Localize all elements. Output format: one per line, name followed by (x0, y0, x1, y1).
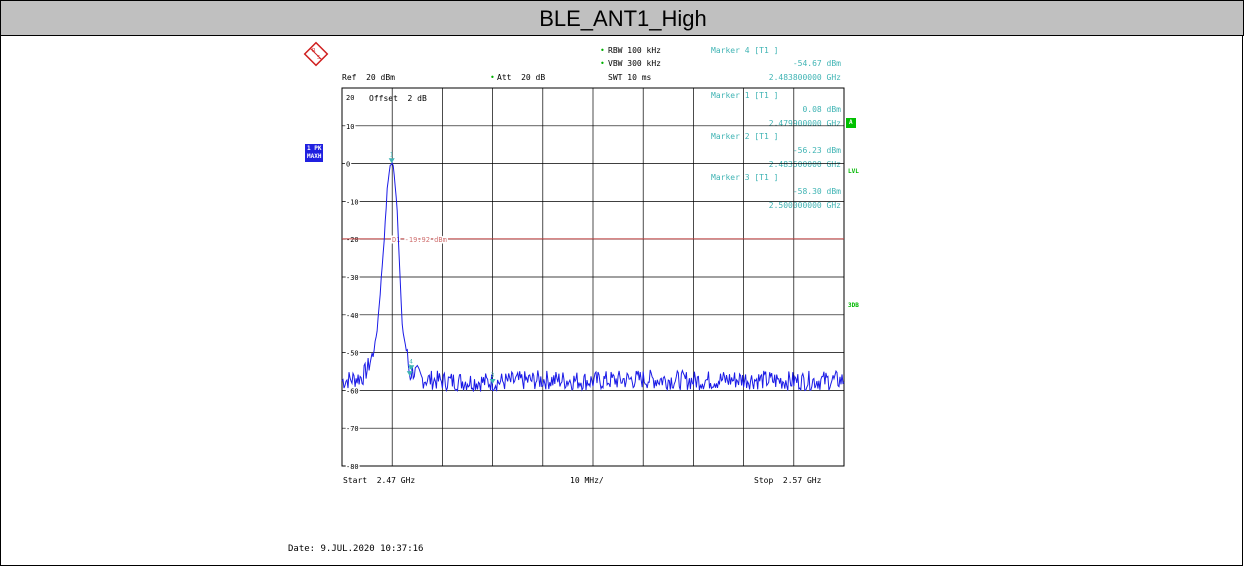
trace-mode: MAXH (307, 153, 322, 160)
limit-line-label: D1 -19.92 dBm (392, 236, 447, 244)
marker-4-triangle (408, 365, 415, 371)
y-tick-label: 10 (346, 123, 354, 131)
vbw: VBW 300 kHz (608, 59, 661, 68)
rbw-bullet: • (600, 46, 605, 55)
marker2-freq: 2.483500000 GHz (768, 160, 841, 169)
y-tick-label: -60 (346, 387, 359, 395)
y-tick-label: -50 (346, 350, 359, 358)
start-frequency: Start 2.47 GHz (343, 476, 416, 485)
marker1-level: 0.08 dBm (802, 105, 841, 114)
y-tick-label: -40 (346, 312, 359, 320)
frequency-division: 10 MHz/ (570, 476, 604, 485)
marker-1-triangle (388, 158, 395, 164)
3db-indicator: 3DB (848, 302, 859, 309)
chart-title: BLE_ANT1_High (539, 6, 707, 31)
y-tick-label: -30 (346, 274, 359, 282)
marker1-freq: 2.479900000 GHz (768, 119, 841, 128)
trace-mode-badge: 1 PK MAXH (305, 144, 324, 162)
svg-text:S: S (317, 55, 320, 61)
svg-text:R: R (312, 48, 316, 54)
trace-line (341, 162, 845, 393)
marker3-label: Marker 3 [T1 ] (711, 173, 779, 182)
marker-4-label: 4 (409, 358, 413, 365)
vbw-bullet: • (600, 59, 605, 68)
marker1-label: Marker 1 [T1 ] (711, 91, 779, 100)
marker-2-triangle (406, 371, 413, 377)
a-indicator: A (846, 118, 856, 128)
trace-detector: 1 PK (307, 145, 322, 152)
sweep-time: SWT 10 ms (608, 73, 652, 82)
capture-date: Date: 9.JUL.2020 10:37:16 (288, 544, 424, 554)
marker3-level: -58.30 dBm (792, 187, 841, 196)
lvl-indicator: LVL (848, 168, 859, 175)
marker-1-label: 1 (390, 151, 394, 158)
y-tick-label: 20 (346, 94, 354, 102)
y-tick-label: -10 (346, 198, 359, 206)
stop-frequency: Stop 2.57 GHz (754, 476, 822, 485)
marker2-label: Marker 2 [T1 ] (711, 132, 779, 141)
marker-3-label: 3 (491, 372, 495, 379)
marker2-level: -56.23 dBm (792, 146, 841, 155)
att-bullet: • (490, 73, 495, 82)
ref-level: Ref 20 dBm (342, 73, 395, 82)
attenuation: Att 20 dB (497, 73, 546, 82)
y-tick-label: -70 (346, 425, 359, 433)
marker4-freq: 2.483800000 GHz (768, 73, 841, 82)
y-tick-label: -80 (346, 463, 359, 471)
rbw: RBW 100 kHz (608, 46, 661, 55)
marker-3-triangle (489, 378, 496, 384)
marker3-freq: 2.500000000 GHz (768, 201, 841, 210)
y-tick-label: -20 (346, 236, 359, 244)
marker4-label: Marker 4 [T1 ] (711, 46, 779, 55)
marker4-level: -54.67 dBm (792, 59, 841, 68)
y-tick-label: 0 (346, 161, 350, 169)
offset: Offset 2 dB (369, 94, 427, 103)
title-bar: BLE_ANT1_High (0, 0, 1244, 36)
